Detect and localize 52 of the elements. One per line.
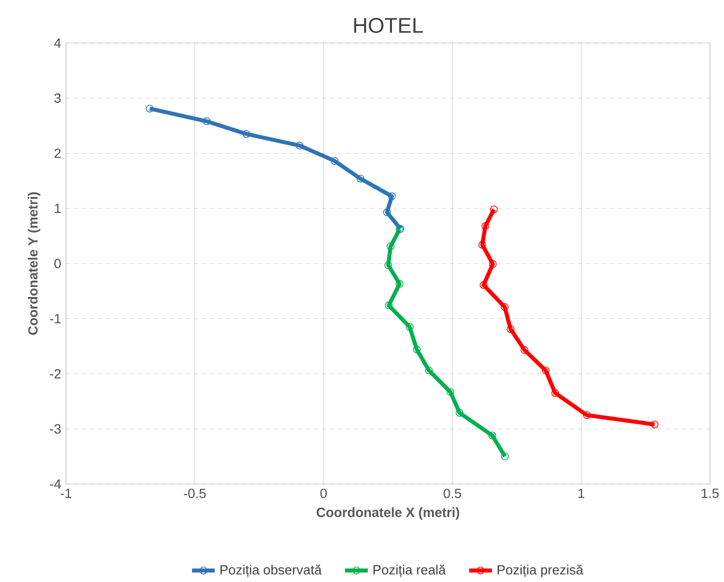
point — [146, 104, 154, 112]
point — [488, 432, 496, 440]
y-tick-label: -1 — [50, 314, 61, 324]
point — [446, 388, 454, 396]
y-tick-label: -3 — [50, 424, 61, 434]
point — [384, 261, 392, 270]
point — [478, 240, 486, 249]
point — [542, 366, 550, 374]
y-tick-label: 0 — [54, 258, 61, 268]
point — [520, 346, 528, 354]
point — [490, 206, 498, 214]
point — [386, 242, 394, 250]
point — [388, 192, 396, 200]
x-tick-label: 0.5 — [444, 488, 462, 498]
x-tick-label: -0.5 — [184, 488, 206, 498]
x-tick-label: 0 — [320, 488, 327, 498]
legend-label: Poziția prezisă — [498, 564, 584, 578]
x-tick-label: 1 — [578, 488, 584, 498]
y-tick-label: 3 — [54, 93, 61, 103]
point — [296, 142, 304, 150]
point — [482, 222, 490, 230]
point — [650, 420, 658, 428]
point — [330, 157, 339, 165]
x-tick-label: 1.5 — [702, 488, 719, 498]
point — [425, 366, 433, 374]
point — [500, 303, 509, 311]
y-tick-label: 4 — [54, 38, 61, 48]
point — [551, 389, 560, 397]
legend-label: Poziția reală — [374, 564, 446, 578]
point — [242, 130, 250, 138]
point — [456, 409, 464, 417]
point — [583, 411, 591, 419]
y-axis-title: Coordonatele Y (metri) — [28, 192, 40, 335]
point — [412, 346, 421, 354]
point — [480, 281, 488, 289]
x-tick-label: -1 — [60, 488, 72, 498]
x-axis-title: Coordonatele X (metri) — [316, 507, 460, 520]
point — [506, 325, 514, 333]
y-tick-label: 1 — [54, 204, 61, 213]
point — [501, 452, 509, 460]
point — [488, 260, 497, 268]
point — [384, 302, 393, 310]
point — [356, 174, 364, 182]
point — [396, 280, 404, 288]
y-tick-label: -4 — [50, 479, 61, 489]
legend-label: Poziția observată — [220, 564, 322, 578]
y-tick-label: 2 — [54, 148, 61, 158]
point — [406, 323, 414, 331]
point — [383, 208, 391, 216]
point — [202, 117, 211, 126]
chart-title: HOTEL — [354, 18, 423, 33]
y-tick-label: -2 — [50, 369, 61, 378]
